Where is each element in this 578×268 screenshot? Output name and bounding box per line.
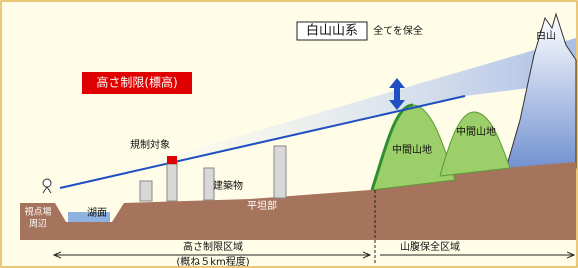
lake-label: 湖面 <box>87 207 107 219</box>
building <box>274 146 286 198</box>
hakusan-label: 白山 <box>536 29 556 42</box>
hill-label: 中間山地 <box>456 125 496 138</box>
hill-label: 中間山地 <box>392 143 432 156</box>
zone-note: (概ね５km程度) <box>176 255 249 268</box>
viewer-head <box>43 179 51 187</box>
zone-label: 山腹保全区域 <box>400 240 460 253</box>
viewpoint-label: 視点場 <box>24 206 51 218</box>
zone-label: 高さ制限区域 <box>183 240 243 253</box>
building-label: 建築物 <box>213 179 243 192</box>
plain-label: 平坦部 <box>247 199 277 212</box>
regulated-part <box>167 156 177 164</box>
height-limit-label: 高さ制限(標高) <box>96 75 177 90</box>
building <box>167 164 177 201</box>
regulated-label: 規制対象 <box>130 138 170 151</box>
building <box>140 181 152 201</box>
diagram: 白山山系 全てを保全 高さ制限(標高) 規制対象 白山 中間山地 中間山地 建築… <box>0 0 578 268</box>
mountain-range-note: 全てを保全 <box>373 24 423 37</box>
viewpoint-label: 周辺 <box>29 219 47 230</box>
mountain-range-label: 白山山系 <box>306 23 358 39</box>
